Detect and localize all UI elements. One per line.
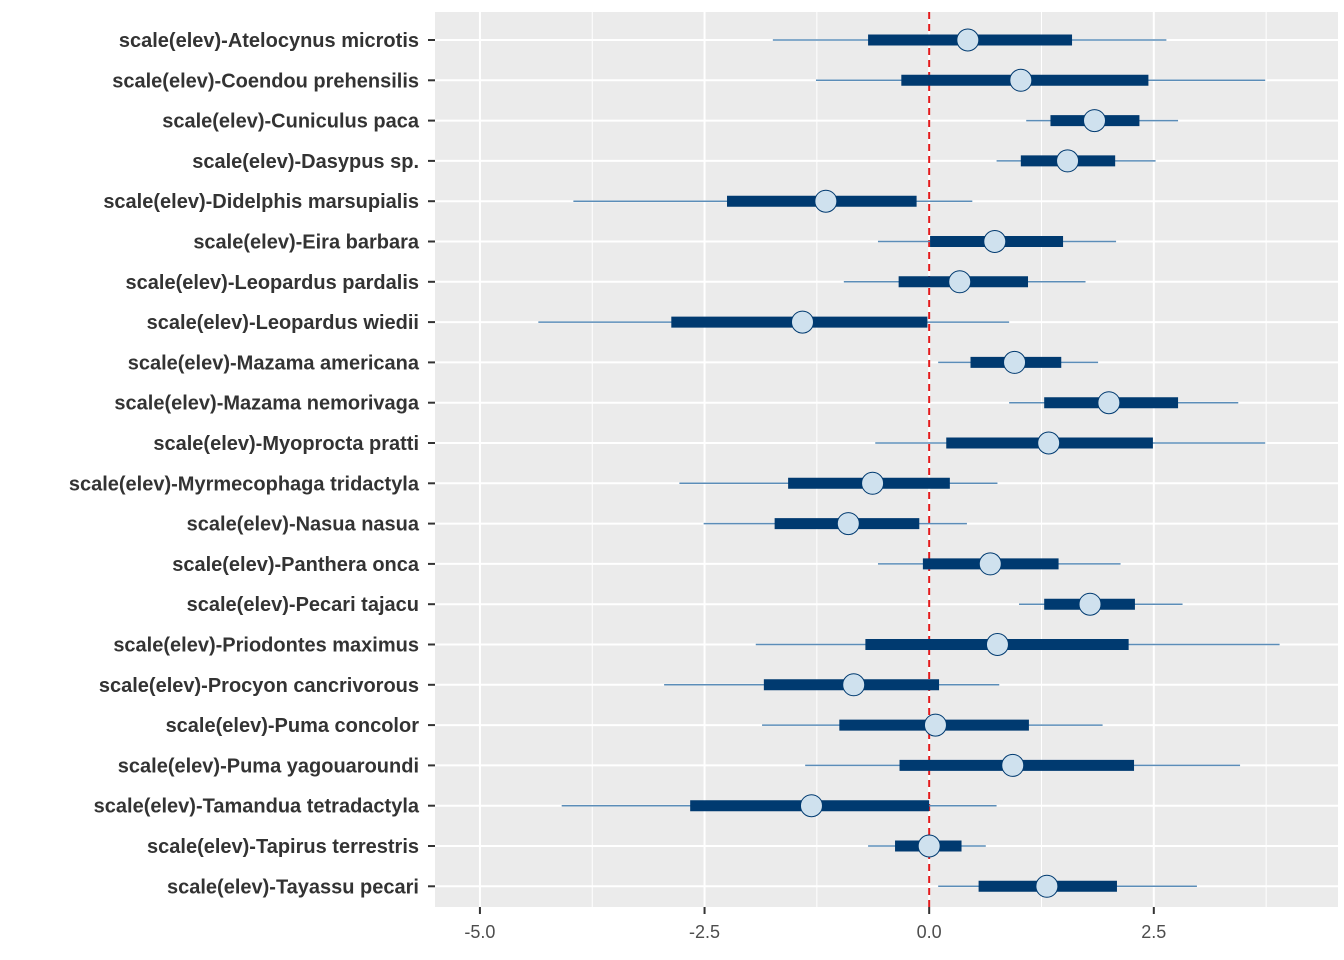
point-estimate (1083, 109, 1107, 133)
x-axis: -5.0 -2.5 0.0 2.5 (464, 907, 1166, 942)
interval-row (703, 512, 967, 536)
point-estimate (1097, 391, 1121, 415)
y-tick-label: scale(elev)-Didelphis marsupialis (103, 191, 419, 213)
y-axis: scale(elev)-Atelocynus microtis scale(ele… (69, 30, 435, 898)
interval-row (868, 834, 986, 858)
interval-row (815, 68, 1266, 92)
y-tick-label: scale(elev)-Mazama americana (128, 352, 420, 374)
y-tick-label: scale(elev)-Myrmecophaga tridactyla (69, 473, 420, 495)
y-tick-label: scale(elev)-Cuniculus paca (162, 111, 420, 133)
point-estimate (917, 834, 941, 858)
x-tick-label: 0.0 (917, 922, 942, 942)
point-estimate (923, 713, 947, 737)
point-estimate (956, 28, 980, 52)
point-estimate (1037, 431, 1061, 455)
plot-panel (435, 12, 1338, 907)
point-estimate (799, 794, 823, 818)
point-estimate (1009, 68, 1033, 92)
point-estimate (861, 471, 885, 495)
point-estimate (978, 552, 1002, 576)
point-estimate (814, 189, 838, 213)
y-tick-label: scale(elev)-Procyon cancrivorous (99, 675, 419, 697)
interval-row (938, 350, 1099, 374)
y-tick-label: scale(elev)-Puma yagouaroundi (118, 755, 419, 777)
interval-row (1019, 592, 1183, 616)
point-estimate (836, 512, 860, 536)
interval-row (1026, 109, 1179, 133)
interval-row (877, 230, 1117, 253)
y-tick-label: scale(elev)-Priodontes maximus (113, 635, 419, 657)
y-tick-label: scale(elev)-Leopardus wiedii (147, 312, 419, 334)
interval-row (938, 874, 1197, 898)
interval-row (573, 189, 973, 213)
interval-row (805, 753, 1241, 777)
point-estimate (1035, 874, 1059, 898)
interval-row (1009, 391, 1239, 415)
interval-row (875, 431, 1266, 455)
interval-row (843, 270, 1086, 294)
interval-row (664, 673, 1000, 697)
point-estimate (948, 270, 972, 294)
interval-row (755, 633, 1280, 656)
x-tick-label: -5.0 (464, 922, 495, 942)
y-tick-label: scale(elev)-Pecari tajacu (187, 594, 419, 616)
interval-row (561, 794, 997, 818)
point-estimate (842, 673, 866, 697)
y-tick-label: scale(elev)-Eira barbara (193, 232, 420, 254)
x-tick-label: -2.5 (689, 922, 720, 942)
interval-row (996, 149, 1156, 173)
y-tick-label: scale(elev)-Nasua nasua (187, 514, 420, 536)
interval-row (538, 310, 1010, 334)
point-estimate (1003, 350, 1027, 374)
interval-row (772, 28, 1167, 52)
intervals (538, 28, 1280, 898)
point-estimate (790, 310, 814, 334)
y-tick-label: scale(elev)-Tapirus terrestris (147, 836, 419, 858)
point-estimate (1001, 753, 1025, 777)
y-tick-label: scale(elev)-Tayassu pecari (167, 876, 419, 898)
y-tick-label: scale(elev)-Coendou prehensilis (112, 70, 419, 92)
point-estimate (985, 633, 1009, 656)
y-tick-label: scale(elev)-Puma concolor (166, 715, 420, 737)
y-tick-label: scale(elev)-Tamandua tetradactyla (94, 796, 420, 818)
y-tick-label: scale(elev)-Leopardus pardalis (126, 272, 419, 294)
y-tick-label: scale(elev)-Atelocynus microtis (119, 30, 419, 52)
y-tick-label: scale(elev)-Mazama nemorivaga (114, 393, 419, 415)
y-tick-label: scale(elev)-Myoprocta pratti (153, 433, 419, 455)
y-tick-label: scale(elev)-Dasypus sp. (192, 151, 419, 173)
x-tick-label: 2.5 (1141, 922, 1166, 942)
point-estimate (1078, 592, 1102, 616)
interval-row (679, 471, 998, 495)
interval-row (877, 552, 1121, 576)
y-tick-label: scale(elev)-Panthera onca (172, 554, 420, 576)
point-estimate (1056, 149, 1080, 173)
point-estimate (983, 230, 1007, 253)
interval-row (762, 713, 1103, 737)
